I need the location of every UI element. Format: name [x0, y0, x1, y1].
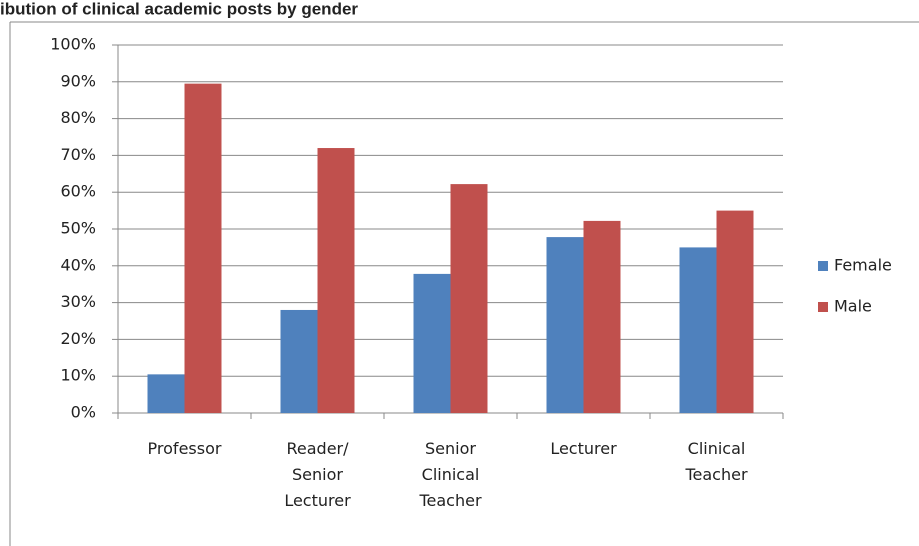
x-tick-label-box: Clinical Teacher — [652, 436, 782, 488]
x-tick-label: Professor — [147, 439, 222, 458]
bar — [317, 148, 355, 414]
bar — [184, 83, 222, 413]
legend-swatch — [818, 261, 828, 271]
bar — [147, 374, 185, 413]
x-tick-label-box: Reader/ Senior Lecturer — [253, 436, 383, 514]
y-tick-label: 80% — [60, 108, 96, 127]
bar — [583, 220, 621, 413]
x-tick-label: Lecturer — [550, 439, 617, 458]
x-tick-label-box: Lecturer — [519, 436, 649, 462]
y-tick-label: 100% — [50, 35, 96, 54]
chart-title: ibution of clinical academic posts by ge… — [0, 0, 358, 18]
y-tick-label: 40% — [60, 255, 96, 274]
bar — [280, 309, 318, 413]
x-tick-label-box: Senior Clinical Teacher — [386, 436, 516, 514]
bar — [546, 237, 584, 413]
bar — [413, 273, 451, 413]
x-tick-label: Clinical Teacher — [685, 439, 748, 484]
y-tick-label: 90% — [60, 71, 96, 90]
bar — [679, 247, 717, 413]
x-tick-label: Senior Clinical Teacher — [419, 439, 482, 510]
y-tick-label: 30% — [60, 292, 96, 311]
y-tick-label: 0% — [71, 403, 96, 422]
x-tick-label: Reader/ Senior Lecturer — [284, 439, 351, 510]
y-tick-label: 50% — [60, 219, 96, 238]
y-tick-label: 60% — [60, 182, 96, 201]
bar — [716, 210, 754, 413]
y-tick-label: 20% — [60, 329, 96, 348]
legend-label: Female — [834, 256, 892, 275]
bar — [450, 184, 488, 413]
y-tick-label: 70% — [60, 145, 96, 164]
x-tick-label-box: Professor — [120, 436, 250, 462]
legend-swatch — [818, 302, 828, 312]
legend-label: Male — [834, 297, 872, 316]
y-tick-label: 10% — [60, 366, 96, 385]
